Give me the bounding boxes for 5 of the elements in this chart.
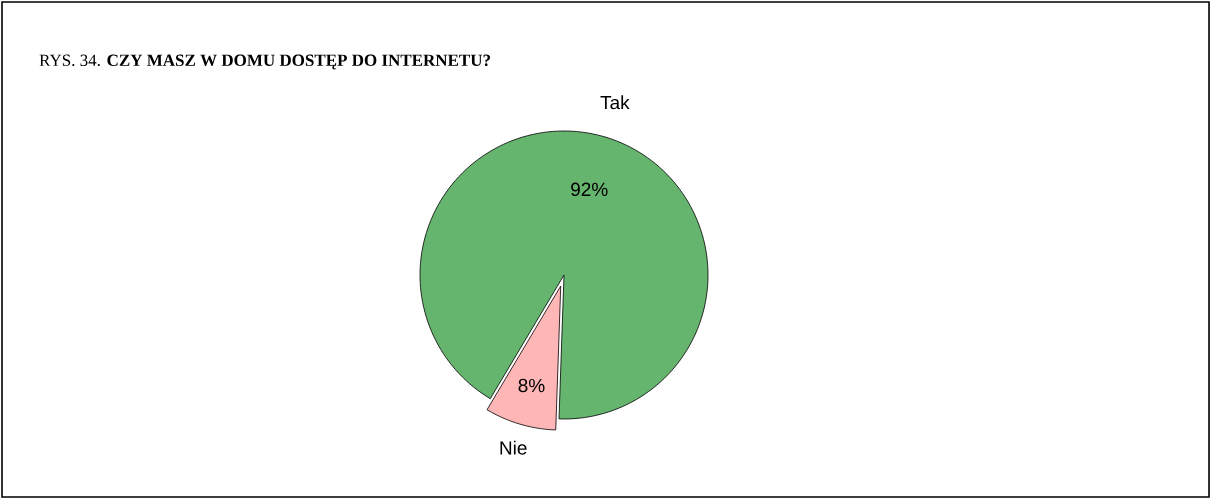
text: RYS. 34. CZY MASZ W DOMU DOSTĘP DO INTERNETU? <box>39 54 491 70</box>
data-label: 8% <box>518 378 545 393</box>
slice-label: Tak <box>600 95 630 110</box>
slice-label: Nie <box>500 440 527 455</box>
data-label: 92% <box>571 182 608 197</box>
